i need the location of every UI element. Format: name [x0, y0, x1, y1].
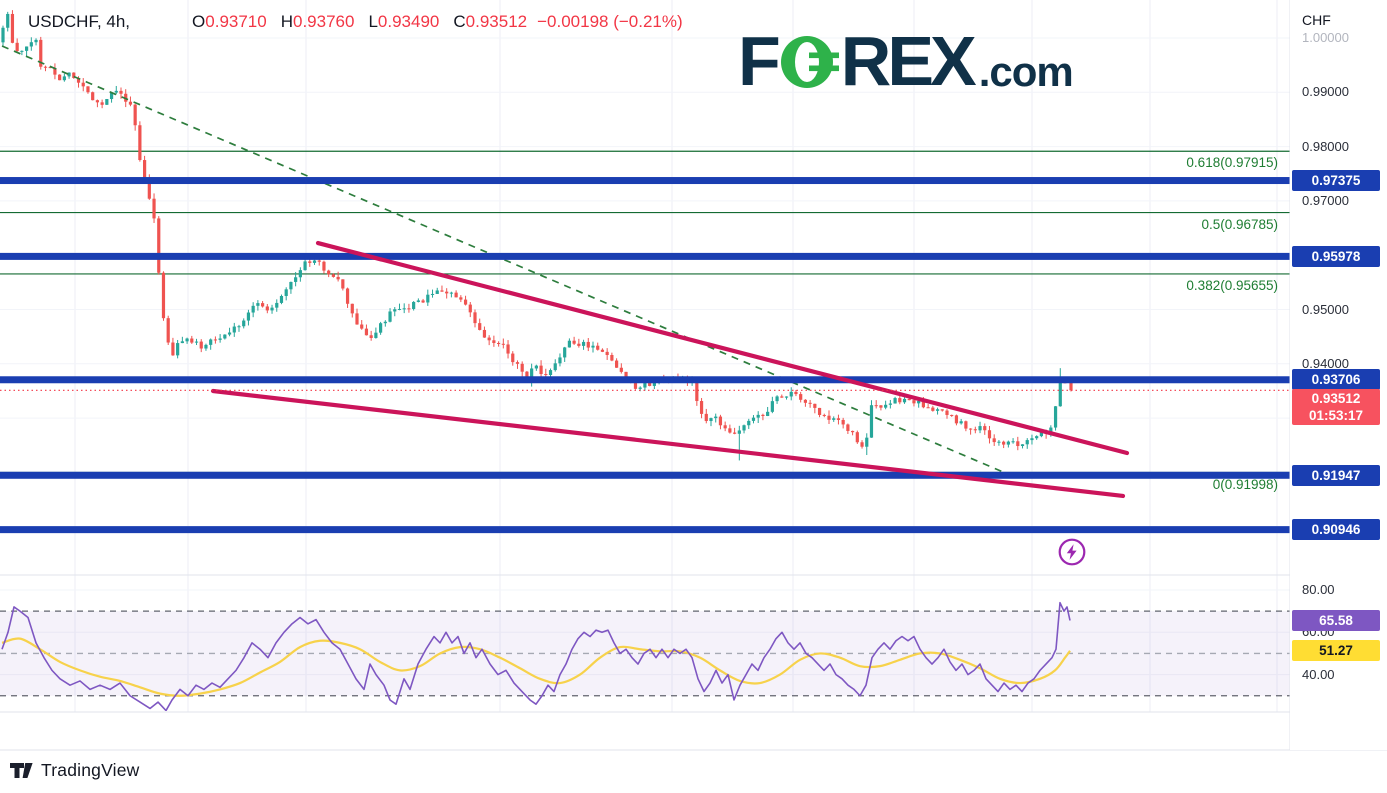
bar-countdown: 01:53:17 — [1308, 408, 1364, 424]
time-axis[interactable]: 13:001421Dec1219262023916 — [0, 712, 1290, 750]
price-tick: 0.99000 — [1302, 84, 1349, 100]
rsi-value-badge: 65.58 — [1292, 609, 1380, 631]
lightning-icon[interactable] — [1057, 537, 1087, 567]
price-axis-title: CHF — [1302, 12, 1331, 28]
price-tick: 0.95000 — [1302, 301, 1349, 317]
low-readout: L0.93490 — [368, 12, 440, 31]
price-level-badge: 0.97375 — [1292, 170, 1380, 192]
forex-logo-rex: REX — [840, 22, 977, 100]
price-tick: 1.00000 — [1302, 30, 1349, 45]
high-readout: H0.93760 — [280, 12, 355, 31]
forex-logo-com: .com — [978, 48, 1074, 95]
open-readout: O0.93710 — [192, 12, 267, 31]
price-tick: 0.98000 — [1302, 138, 1349, 154]
forex-logo-f: F — [738, 22, 781, 100]
price-tick: 0.97000 — [1302, 192, 1349, 208]
price-axis[interactable]: CHF 0.93512 01:53:17 1.00000 0.99000 0.980… — [1290, 0, 1387, 750]
tradingview-label: TradingView — [41, 760, 140, 780]
last-price-badge: 0.93512 01:53:17 — [1292, 389, 1380, 426]
price-level-badge: 0.95978 — [1292, 245, 1380, 267]
price-level-badge: 0.91947 — [1292, 464, 1380, 486]
change-readout: −0.00198 (−0.21%) — [537, 12, 683, 31]
tradingview-attribution[interactable]: TradingView — [10, 760, 140, 781]
forex-logo: F REX .com — [738, 22, 1074, 100]
rsi-value-badge: 51.27 — [1292, 640, 1380, 662]
symbol-label[interactable]: USDCHF, 4h, — [28, 12, 131, 31]
tradingview-icon — [10, 763, 33, 778]
rsi-tick: 80.00 — [1302, 582, 1335, 597]
close-readout: C0.93512 — [453, 12, 528, 31]
rsi-tick: 40.00 — [1302, 666, 1335, 682]
symbol-header[interactable]: USDCHF, 4h, O0.93710 H0.93760 L0.93490 C… — [28, 12, 683, 32]
last-price-value: 0.93512 — [1311, 391, 1361, 407]
price-level-badge: 0.90946 — [1292, 519, 1380, 541]
price-level-badge: 0.93706 — [1292, 369, 1380, 391]
ohlc-readout: O0.93710 H0.93760 L0.93490 C0.93512 — [192, 12, 527, 32]
forex-logo-o-icon — [780, 36, 839, 88]
price-tick: 0.94000 — [1302, 355, 1349, 371]
